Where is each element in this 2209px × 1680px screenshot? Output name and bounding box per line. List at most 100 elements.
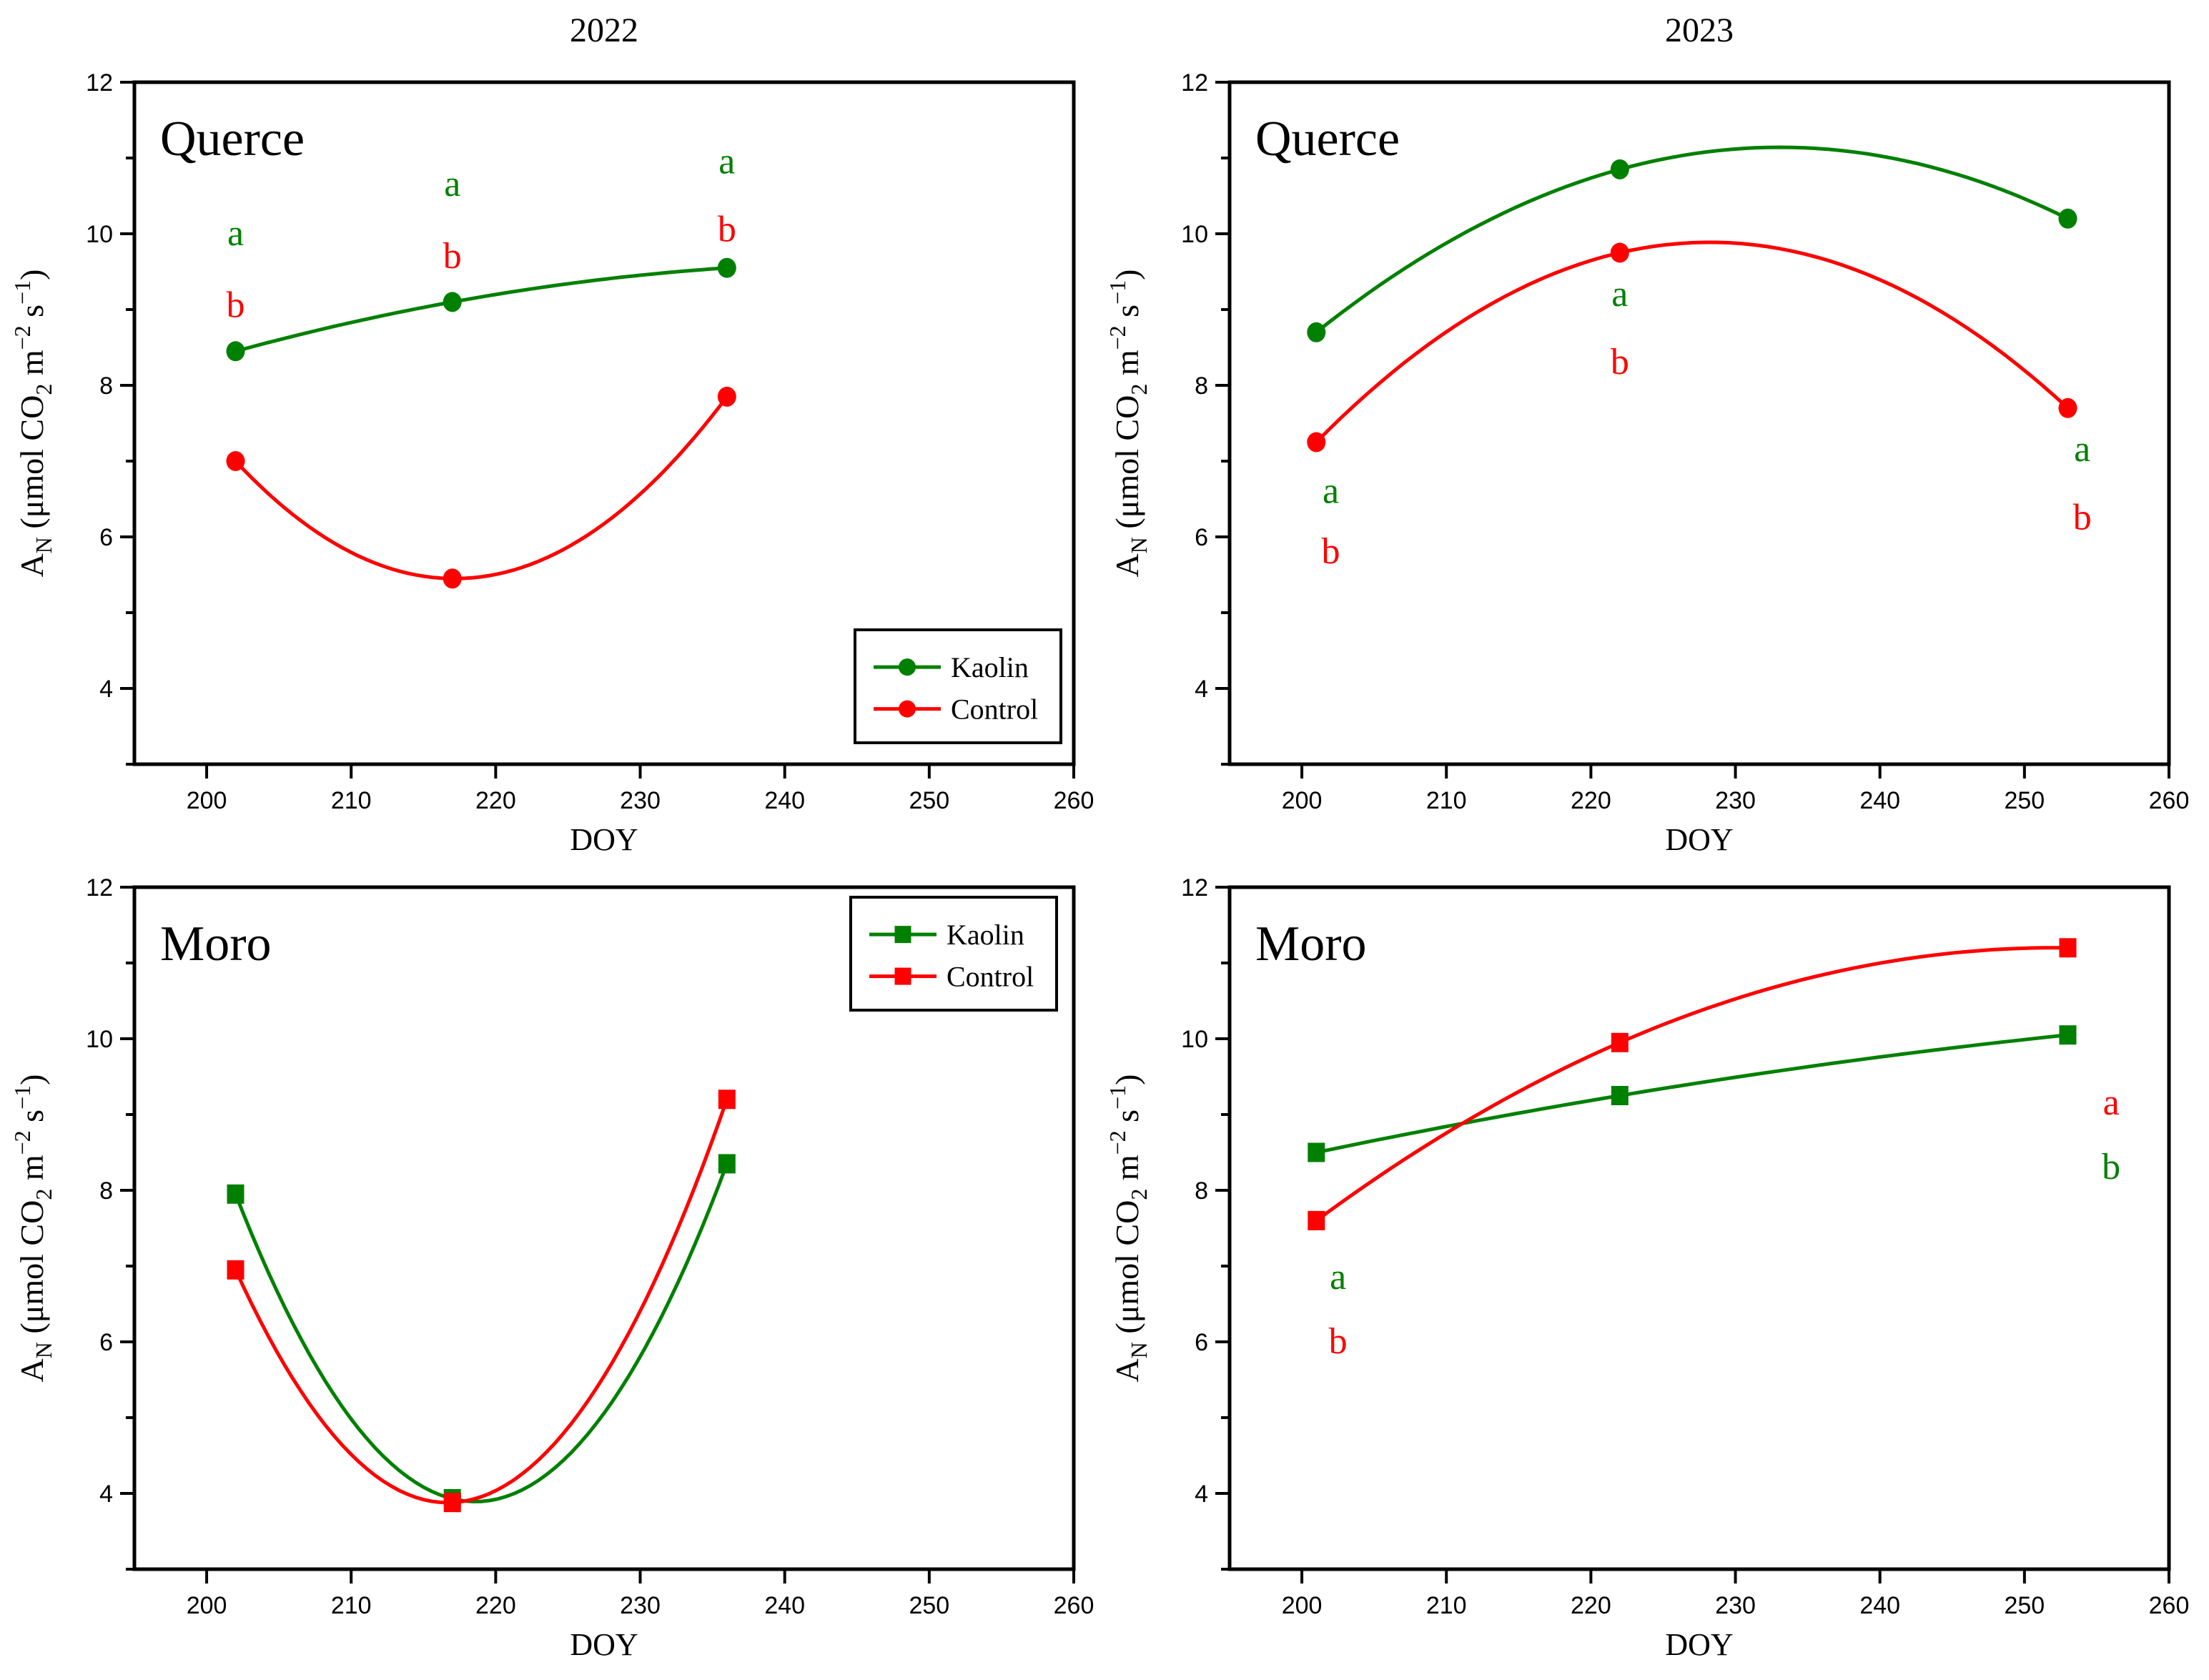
x-tick-label: 220 (1571, 1592, 1611, 1619)
legend-label: Kaolin (947, 919, 1024, 951)
x-tick-label: 220 (1571, 787, 1611, 814)
panel-moro-2022: 4 6 8 10 12 200 210 220 230 240 250 260 Moro DOY AN (μ… (9, 874, 1094, 1662)
legend-marker-square (894, 926, 911, 944)
x-tick-label: 200 (187, 1592, 227, 1619)
control-marker (1307, 432, 1326, 453)
kaolin-line (1315, 145, 2069, 334)
control-line (234, 1098, 729, 1505)
kaolin-marker (1610, 159, 1629, 179)
x-tick-label: 250 (2004, 787, 2045, 814)
y-tick-label: 12 (86, 69, 113, 97)
control-marker (227, 1260, 244, 1280)
control-marker (1308, 1210, 1325, 1230)
y-axis-label: AN (μmol CO2 m−2 s−1) (9, 270, 56, 578)
control-line (234, 395, 728, 580)
y-tick-label: 8 (1195, 372, 1208, 400)
kaolin-marker (1307, 322, 1326, 342)
control-marker (443, 568, 462, 589)
y-tick-label: 12 (86, 874, 113, 901)
y-tick-label: 10 (86, 1026, 113, 1053)
x-tick-label: 210 (331, 787, 372, 814)
kaolin-marker (2058, 208, 2077, 229)
x-tick-label: 200 (1282, 787, 1323, 814)
legend-item-kaolin: Kaolin (869, 919, 1024, 951)
plot-frame (132, 885, 1076, 1571)
legend-box (854, 628, 1062, 744)
legend-marker-circle (899, 700, 916, 718)
x-axis-label: DOY (570, 1627, 638, 1662)
kaolin-marker (2059, 1025, 2077, 1045)
control-marker (717, 386, 736, 407)
legend-box (849, 896, 1058, 1012)
y-tick-label: 10 (1181, 1026, 1208, 1053)
x-tick-label: 230 (1715, 787, 1756, 814)
y-tick-label: 8 (1195, 1177, 1208, 1205)
y-tick-label: 10 (86, 221, 113, 248)
kaolin-marker (1308, 1142, 1325, 1162)
significance-letter-a: a (2103, 1082, 2120, 1123)
significance-letter-a: a (1330, 1257, 1346, 1298)
y-tick-label: 4 (1195, 1481, 1208, 1508)
x-tick-label: 200 (187, 787, 227, 814)
control-marker (1610, 242, 1629, 263)
x-tick-label: 240 (1859, 787, 1900, 814)
x-tick-label: 260 (2149, 787, 2190, 814)
x-tick-label: 230 (1715, 1592, 1756, 1619)
y-tick-label: 10 (1181, 221, 1208, 248)
significance-letter-b: b (443, 236, 462, 277)
kaolin-marker (718, 1154, 736, 1174)
control-marker (2058, 397, 2077, 418)
x-tick-label: 220 (475, 787, 516, 814)
x-tick-label: 250 (2004, 1592, 2045, 1619)
y-tick-label: 12 (1181, 69, 1208, 97)
significance-letter-a: a (444, 164, 460, 204)
significance-letter-a: a (718, 141, 735, 182)
panel-label: Moro (160, 916, 272, 972)
x-tick-label: 230 (620, 1592, 661, 1619)
control-marker (226, 451, 245, 471)
plot-frame (132, 80, 1076, 766)
significance-letter-a: a (227, 213, 244, 254)
plot-frame (1227, 80, 2171, 766)
panel-label: Querce (160, 112, 305, 167)
column-title-right: 2023 (1665, 11, 1734, 49)
panel-querce-2023: 4 6 8 10 12 200 210 220 230 240 250 260 Querce DOY AN … (1104, 69, 2189, 857)
control-marker (443, 1493, 461, 1513)
control-line (1315, 240, 2070, 444)
legend: Kaolin Control (854, 628, 1062, 744)
x-tick-label: 260 (1054, 787, 1094, 814)
significance-letter-b: b (227, 285, 245, 326)
x-tick-label: 210 (1426, 787, 1467, 814)
y-tick-label: 4 (99, 1481, 113, 1508)
legend-label: Control (947, 961, 1034, 993)
control-marker (718, 1089, 736, 1110)
significance-letter-b: b (2102, 1147, 2120, 1187)
y-tick-label: 6 (99, 524, 113, 551)
y-axis-label: AN (μmol CO2 m−2 s−1) (9, 1074, 56, 1383)
x-axis-label: DOY (1665, 822, 1733, 857)
x-tick-label: 260 (1054, 1592, 1094, 1619)
significance-letter-b: b (2073, 498, 2092, 538)
x-tick-label: 240 (764, 787, 805, 814)
x-tick-label: 210 (1426, 1592, 1467, 1619)
kaolin-marker (1611, 1086, 1629, 1105)
significance-letter-a: a (1323, 470, 1339, 511)
control-line (1315, 946, 2068, 1222)
y-tick-label: 8 (99, 1177, 113, 1205)
x-tick-label: 240 (1859, 1592, 1900, 1619)
legend-label: Kaolin (951, 651, 1029, 683)
x-tick-label: 210 (331, 1592, 372, 1619)
legend-marker-square (894, 967, 911, 985)
x-tick-label: 230 (620, 787, 661, 814)
kaolin-marker (443, 292, 462, 312)
legend-marker-circle (899, 658, 916, 676)
y-tick-label: 8 (99, 372, 113, 400)
kaolin-line (234, 266, 727, 353)
significance-letter-b: b (1329, 1321, 1348, 1362)
kaolin-marker (227, 1184, 244, 1204)
kaolin-marker (226, 341, 245, 362)
panel-moro-2023: 4 6 8 10 12 200 210 220 230 240 250 260 Moro DOY AN (μ… (1104, 874, 2189, 1662)
column-title-left: 2022 (570, 11, 638, 49)
